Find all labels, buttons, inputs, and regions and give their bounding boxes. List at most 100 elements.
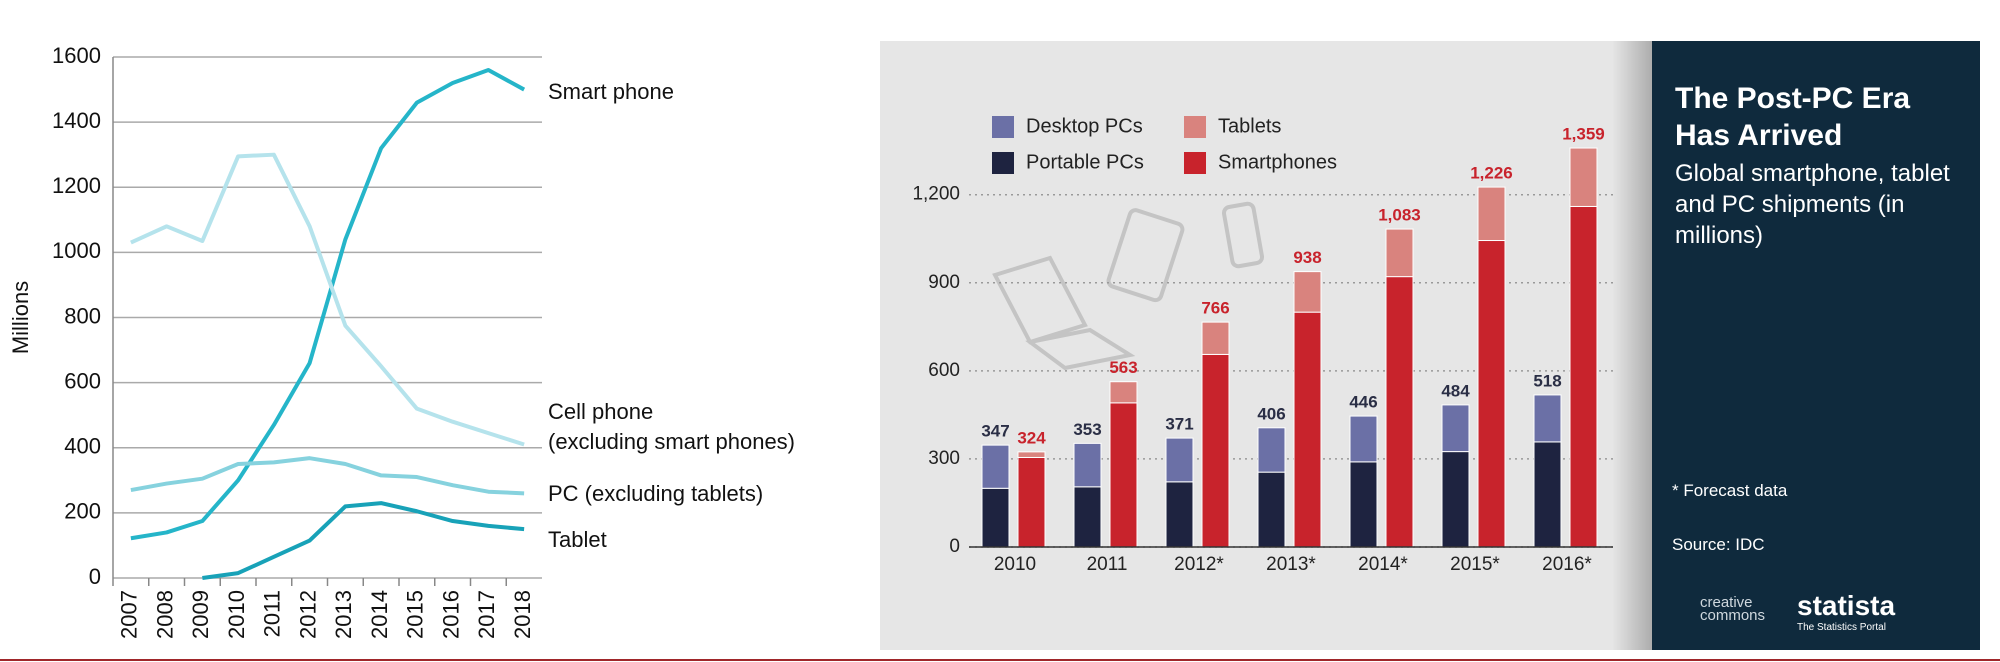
- bar-segment: [1201, 321, 1230, 355]
- y-axis-label: Millions: [8, 281, 33, 354]
- x-tick-label: 2011: [1087, 554, 1128, 575]
- y-tick-label: 400: [64, 434, 101, 459]
- y-tick-label: 1400: [52, 108, 101, 133]
- x-tick-label: 2009: [188, 590, 213, 639]
- bar-segment: [1201, 353, 1230, 548]
- bar-segment: [1109, 402, 1138, 548]
- legend-swatch: [1184, 116, 1206, 138]
- total-label: 1,083: [1378, 206, 1421, 225]
- x-tick-label: 2012: [295, 590, 320, 639]
- bar-segment: [1349, 461, 1378, 548]
- series-line: [130, 152, 525, 447]
- credit-cc: creative commons: [1700, 594, 1766, 624]
- panel-bg: [880, 41, 1652, 650]
- bar-segment: [1349, 415, 1378, 463]
- x-tick-label: 2010: [224, 590, 249, 639]
- x-tick-label: 2017: [474, 590, 499, 639]
- shadow: [1612, 41, 1652, 650]
- y-tick-label: 0: [949, 536, 960, 557]
- bar-segment: [1441, 451, 1470, 548]
- bar-segment: [1477, 186, 1506, 242]
- total-label: 563: [1109, 358, 1137, 377]
- y-tick-label: 1000: [52, 238, 101, 263]
- series-label: Tablet: [548, 527, 607, 553]
- series-line: [130, 68, 526, 541]
- bar-segment: [1441, 404, 1470, 453]
- bar-segment: [1257, 471, 1286, 548]
- bar-segment: [1533, 441, 1562, 548]
- legend-swatch: [992, 152, 1014, 174]
- x-tick-label: 2013*: [1266, 554, 1316, 575]
- x-tick-label: 2012*: [1174, 554, 1224, 575]
- total-label: 406: [1257, 404, 1285, 423]
- total-label: 1,226: [1470, 164, 1513, 183]
- bar-segment: [1257, 427, 1286, 473]
- bar-segment: [1569, 205, 1598, 548]
- bar-segment: [1293, 271, 1322, 313]
- x-tick-label: 2015: [403, 590, 428, 639]
- series-line: [130, 456, 525, 496]
- bar-segment: [1073, 442, 1102, 488]
- device-icons: [992, 201, 1265, 371]
- y-tick-label: 1200: [52, 173, 101, 198]
- source: Source: IDC: [1672, 535, 1765, 554]
- y-tick-label: 200: [64, 499, 101, 524]
- bar-segment: [1017, 456, 1046, 548]
- x-tick-label: 2008: [152, 590, 177, 639]
- x-tick-label: 2016: [438, 590, 463, 639]
- legend-swatch: [1184, 152, 1206, 174]
- legend-swatch: [992, 116, 1014, 138]
- x-tick-label: 2011: [260, 590, 285, 637]
- series-label: Smart phone: [548, 78, 674, 104]
- total-label: 518: [1533, 371, 1561, 390]
- y-tick-label: 1,200: [912, 184, 960, 205]
- bar-segment: [1293, 311, 1322, 548]
- y-tick-label: 600: [928, 360, 960, 381]
- total-label: 353: [1073, 420, 1101, 439]
- total-label: 371: [1165, 415, 1193, 434]
- y-tick-label: 1600: [52, 43, 101, 68]
- series-label: PC (excluding tablets): [548, 481, 764, 507]
- legend-label: Tablets: [1218, 115, 1281, 137]
- y-tick-label: 900: [928, 272, 960, 293]
- bar-segment: [1017, 451, 1046, 458]
- sidebar: [1652, 41, 1980, 650]
- x-tick-label: 2014*: [1358, 554, 1408, 575]
- y-tick-label: 800: [64, 303, 101, 328]
- legend-label: Desktop PCs: [1026, 115, 1143, 137]
- legend-label: Smartphones: [1218, 151, 1337, 173]
- series-line: [202, 501, 525, 580]
- total-label: 766: [1201, 299, 1229, 318]
- bar-segment: [1165, 437, 1194, 483]
- x-tick-label: 2015*: [1450, 554, 1500, 575]
- bar-segment: [1165, 481, 1194, 548]
- credit-portal: The Statistics Portal: [1797, 622, 1886, 633]
- bar-segment: [1109, 381, 1138, 404]
- bar-segment: [981, 487, 1010, 548]
- series-label: Cell phone (excluding smart phones): [548, 399, 796, 455]
- bar-segment: [1073, 486, 1102, 548]
- bar-segment: [1477, 240, 1506, 548]
- x-tick-label: 2014: [367, 590, 392, 639]
- legend-label: Portable PCs: [1026, 151, 1144, 173]
- x-tick-label: 2010: [994, 554, 1036, 575]
- total-label: 347: [981, 422, 1009, 441]
- total-label: 484: [1441, 381, 1470, 400]
- total-label: 446: [1349, 393, 1377, 412]
- x-tick-label: 2018: [510, 590, 535, 639]
- x-tick-label: 2016*: [1542, 554, 1592, 575]
- subtitle: Global smartphone, tablet and PC shipmen…: [1675, 160, 1950, 249]
- y-tick-label: 0: [89, 564, 101, 589]
- bar-segment: [1569, 147, 1598, 207]
- bar-segment: [1385, 276, 1414, 548]
- bar-segment: [981, 444, 1010, 489]
- credit-statista: statista: [1797, 590, 1896, 621]
- bar-segment: [1533, 394, 1562, 443]
- y-tick-label: 300: [928, 448, 960, 469]
- total-label: 324: [1017, 428, 1046, 447]
- x-tick-label: 2013: [331, 590, 356, 639]
- y-tick-label: 600: [64, 368, 101, 393]
- x-tick-label: 2007: [117, 590, 142, 639]
